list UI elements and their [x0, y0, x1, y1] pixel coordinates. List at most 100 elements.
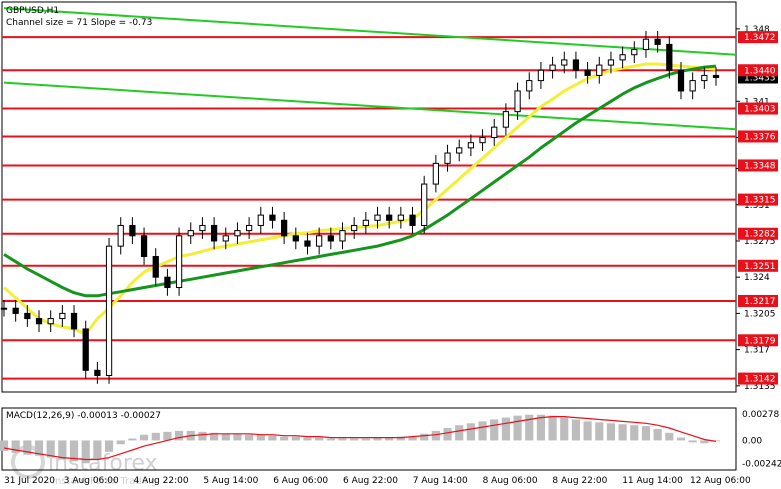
time-axis-labels: 31 Jul 2020 3 Aug 06:00 4 Aug 22:00 5 Aug 1… [4, 476, 751, 486]
candle-body [689, 80, 696, 92]
time-tick-label: 6 Aug 22:00 [343, 476, 398, 486]
macd-bar [163, 431, 172, 441]
level-tag [738, 227, 778, 240]
level-tag [738, 31, 778, 44]
level-tag-text: 1.3440 [744, 66, 776, 76]
macd-bar [641, 426, 651, 441]
current-price-text: 1.3433 [744, 73, 776, 83]
support-resistance-levels [2, 36, 736, 380]
level-tag [738, 130, 778, 143]
macd-bar [128, 438, 137, 441]
macd-bar [268, 435, 277, 441]
macd-bar [81, 440, 90, 464]
macd-bar [466, 423, 475, 441]
macd-bar [525, 414, 534, 441]
channel-lower-line [3, 81, 737, 131]
macd-bar [116, 440, 125, 445]
candle-body [654, 38, 661, 45]
level-tag-text: 1.3179 [744, 336, 776, 346]
macd-bar [420, 433, 429, 441]
candle-body [631, 49, 638, 56]
level-tag-text: 1.3315 [744, 196, 776, 206]
candle-body [479, 137, 486, 144]
level-tag [738, 372, 778, 385]
candle-body [222, 235, 229, 242]
sma-slow-line [3, 64, 717, 298]
symbol-label: GBPUSD,H1 [6, 6, 59, 16]
level-tag-text: 1.3217 [744, 297, 776, 307]
candle-body [140, 235, 148, 257]
level-price-tags: 1.3472 1.3440 1.3403 1.3376 1.3348 1.3315 1.32… [738, 31, 778, 385]
candle-body [502, 111, 510, 128]
price-tick-label: 1.348 [744, 25, 770, 35]
candle-body [584, 69, 591, 76]
candle-body [70, 312, 78, 330]
candle-body [537, 69, 545, 82]
macd-bar [69, 440, 79, 462]
time-tick-label: 4 Aug 22:00 [134, 476, 189, 486]
macd-bar [396, 436, 405, 441]
candle-body [467, 142, 475, 149]
macd-bar [104, 440, 114, 452]
macd-bar [221, 433, 230, 441]
time-tick-label: 8 Aug 22:00 [552, 476, 607, 486]
macd-bar [198, 431, 207, 441]
price-tick-label: 1.324 [744, 273, 770, 283]
macd-bar [373, 437, 382, 441]
candle-body [82, 328, 89, 371]
macd-bar [618, 424, 627, 441]
candle-body [0, 307, 8, 310]
candle-body [374, 214, 381, 221]
macd-bar [548, 415, 557, 441]
price-panel-border [1, 1, 737, 393]
macd-bar [490, 419, 499, 441]
macd-bar [280, 436, 289, 441]
time-tick-label: 11 Aug 14:00 [622, 476, 683, 486]
price-tick-label: 1.317 [744, 346, 770, 356]
price-tick-label: 1.341 [744, 97, 770, 107]
time-tick-label: 6 Aug 06:00 [273, 476, 328, 486]
candle-body [572, 59, 580, 71]
candle-body [456, 147, 463, 154]
macd-bar [385, 437, 394, 441]
regression-channel [3, 7, 737, 131]
channel-upper-line [3, 7, 737, 56]
macd-bar [583, 421, 592, 441]
level-tag [738, 334, 778, 347]
candle-body [187, 230, 194, 237]
macd-bar [233, 433, 242, 441]
candle-body [701, 74, 708, 82]
level-tag [738, 259, 778, 272]
candle-body [561, 59, 568, 66]
level-tag [738, 159, 778, 172]
macd-bar [11, 440, 20, 453]
macd-tick-label: -0.00242 [742, 459, 781, 469]
candle-body [281, 219, 288, 237]
candle-body [105, 245, 113, 376]
macd-bar [630, 425, 639, 441]
macd-bar [431, 430, 440, 441]
macd-bar [443, 428, 452, 441]
candle-body [339, 230, 346, 242]
candle-body [164, 276, 171, 289]
macd-bar [315, 437, 324, 441]
candle-body [304, 240, 311, 247]
candle-body [642, 38, 650, 51]
level-tag-text: 1.3251 [744, 262, 776, 272]
level-tag-text: 1.3472 [744, 33, 776, 43]
candle-body [199, 224, 206, 232]
candle-body [129, 224, 136, 237]
candle-body [327, 235, 334, 242]
macd-series: 0.00278 0.00 -0.00242 [0, 410, 781, 469]
macd-panel-border [1, 407, 737, 471]
macd-bar [408, 436, 417, 441]
macd-bar [46, 440, 55, 458]
macd-bar [210, 432, 219, 441]
macd-bar [350, 438, 359, 441]
macd-bar [151, 432, 160, 441]
candle-body [351, 224, 358, 232]
candle-body [117, 224, 124, 247]
macd-label: MACD(12,26,9) -0.00013 -0.00027 [6, 411, 161, 421]
candle-body [607, 59, 615, 66]
